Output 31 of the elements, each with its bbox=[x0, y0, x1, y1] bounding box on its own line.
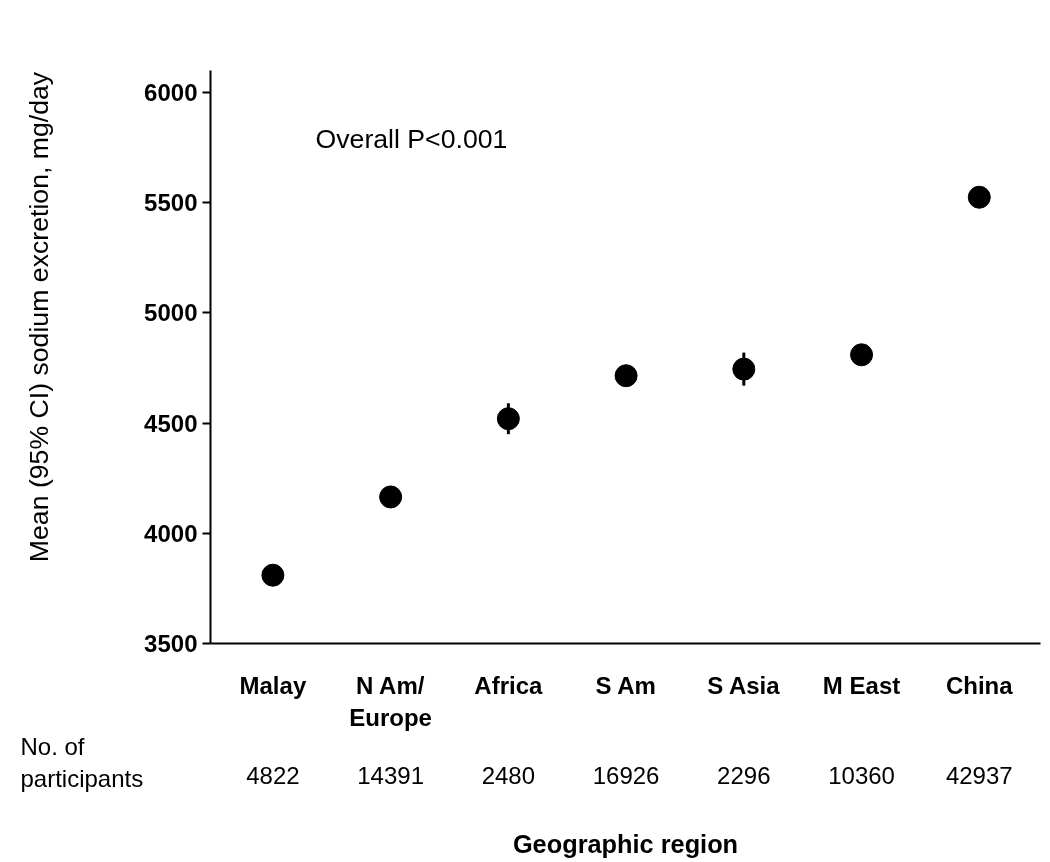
text: 42937 bbox=[945, 762, 1013, 789]
y-axis-title: Mean (95% CI) sodium excretion, mg/day bbox=[23, 71, 54, 563]
annotation: Overall P<0.001 bbox=[315, 123, 508, 154]
y-tick-label: 6000 bbox=[144, 79, 198, 107]
x-tick-label: N Am/ Europe bbox=[349, 671, 432, 731]
text: 10360 bbox=[828, 762, 895, 789]
text: 2480 bbox=[481, 762, 536, 789]
text: 4822 bbox=[246, 762, 300, 789]
point bbox=[496, 407, 520, 431]
y-tick-label: 3500 bbox=[144, 630, 198, 657]
point bbox=[732, 357, 756, 381]
point bbox=[614, 364, 638, 388]
y-tick-label: 5500 bbox=[144, 189, 198, 217]
x-tick-label: M East bbox=[822, 671, 901, 699]
point bbox=[967, 185, 991, 209]
x-tick-label: S Asia bbox=[707, 671, 781, 699]
x-tick-label: China bbox=[945, 671, 1014, 699]
x-tick-label: Africa bbox=[474, 671, 544, 699]
text: 14391 bbox=[357, 762, 425, 789]
text: 16926 bbox=[592, 762, 660, 789]
y-tick-label: 5000 bbox=[144, 299, 198, 327]
point bbox=[379, 485, 403, 509]
x-tick-label: Malay bbox=[239, 671, 307, 699]
text: No. of participants bbox=[20, 733, 144, 792]
x-tick-label: S Am bbox=[595, 671, 656, 699]
point bbox=[261, 563, 285, 587]
y-tick-label: 4500 bbox=[144, 409, 198, 437]
x-axis-title: Geographic region bbox=[512, 829, 739, 858]
text: 2296 bbox=[717, 762, 771, 789]
y-tick-label: 4000 bbox=[144, 519, 198, 547]
point bbox=[850, 343, 874, 367]
